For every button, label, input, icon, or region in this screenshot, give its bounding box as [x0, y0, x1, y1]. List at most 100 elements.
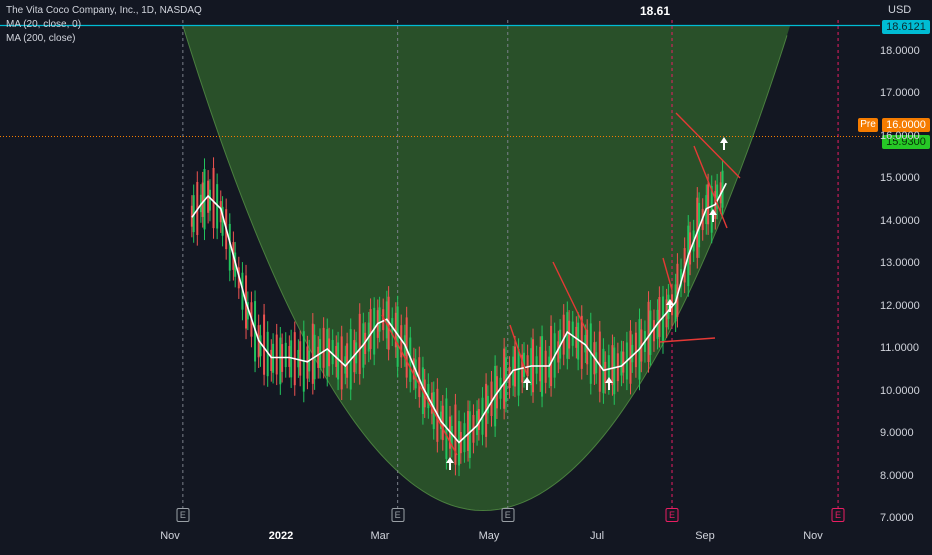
candle-body [486, 395, 489, 414]
candle-body [526, 355, 529, 377]
candle-body [259, 335, 262, 357]
candle-body [652, 320, 655, 342]
candle-body [279, 337, 282, 385]
candle-body [299, 341, 302, 376]
candle-body [208, 189, 211, 211]
ma-20-legend[interactable]: MA (20, close, 0) [6, 19, 82, 30]
up-arrow-head [709, 209, 717, 215]
x-tick-label: May [478, 530, 500, 542]
candle-body [246, 302, 249, 320]
candle-body [317, 346, 320, 368]
candle-body [568, 320, 571, 349]
candle-body [598, 331, 601, 392]
candle-body [490, 381, 493, 417]
x-tick-label: 2022 [268, 530, 294, 542]
trendline [662, 257, 673, 291]
candle-body [328, 338, 331, 367]
candle-body [212, 167, 215, 229]
candle-body [667, 294, 670, 319]
candle-body [201, 182, 204, 217]
candle-body [577, 322, 580, 360]
candle-body [284, 342, 287, 368]
candle-body [707, 184, 710, 225]
arrows-layer [446, 137, 728, 470]
candle-body [311, 323, 314, 384]
x-tick-label: Nov [803, 530, 823, 542]
up-arrow-head [605, 377, 613, 383]
y-tick-label: 14.0000 [880, 214, 920, 227]
candle-body [683, 248, 686, 283]
candle-body [476, 410, 479, 436]
candle-body [382, 309, 385, 331]
up-arrow-head [666, 299, 674, 305]
candle-body [275, 334, 278, 375]
candle-body [346, 343, 349, 378]
candle-body [412, 358, 415, 380]
y-tick-label: 16.0000 [880, 129, 920, 142]
trendline [675, 112, 741, 179]
candle-body [680, 269, 683, 287]
candle-body [459, 432, 462, 454]
candle-body [409, 337, 412, 382]
candle-body [297, 349, 300, 368]
candle-body [548, 356, 551, 378]
hline-price-tag: 18.6121 [882, 20, 930, 34]
y-tick-label: 11.0000 [880, 342, 919, 354]
up-arrow-head [720, 137, 728, 143]
earnings-marker-icon[interactable]: E [501, 508, 515, 522]
candle-body [508, 366, 511, 389]
candle-body [647, 301, 650, 363]
candle-body [270, 349, 273, 372]
earnings-marker-icon[interactable]: E [176, 508, 190, 522]
candle-body [450, 425, 453, 447]
trendline [509, 324, 528, 376]
candle-body [710, 186, 713, 233]
cup-outline [182, 25, 788, 512]
y-tick-label: 9.0000 [880, 427, 914, 439]
candle-body [467, 411, 470, 451]
y-tick-label: 8.0000 [880, 469, 914, 482]
chart-legend: The Vita Coco Company, Inc., 1D, NASDAQ … [6, 4, 202, 46]
candle-body [622, 351, 625, 373]
candle-body [620, 351, 623, 376]
candle-body [216, 184, 219, 229]
up-arrow-head [446, 457, 454, 463]
y-tick-label: 10.0000 [880, 384, 920, 397]
candle-body [477, 409, 480, 430]
cup-pattern-layer [182, 25, 790, 512]
candle-body [228, 223, 231, 271]
y-tick-label: 15.0000 [880, 172, 920, 184]
earnings-marker-icon[interactable]: E [831, 508, 845, 522]
candle-body [634, 332, 637, 368]
candle-body [550, 325, 553, 387]
candle-body [378, 307, 381, 332]
candle-body [689, 232, 692, 265]
header-price-value: 18.61 [640, 4, 671, 18]
horizontal-lines-layer [0, 24, 880, 137]
y-tick-label: 18.0000 [880, 44, 920, 57]
candle-body [288, 346, 291, 367]
y-tick-label: 17.0000 [880, 87, 920, 99]
earnings-marker-icon[interactable]: E [391, 508, 405, 522]
candle-body [539, 346, 542, 382]
candle-body [414, 359, 417, 389]
candle-body [604, 361, 607, 384]
candle-body [219, 201, 222, 223]
candle-body [584, 335, 587, 353]
earnings-marker-icon[interactable]: E [665, 508, 679, 522]
candle-body [562, 314, 565, 355]
candle-body [468, 411, 471, 458]
pre-market-price-tag: 16.0000 [882, 118, 930, 132]
up-arrow-head [523, 377, 531, 383]
candle-body [517, 348, 520, 396]
ma-200-legend[interactable]: MA (200, close) [6, 33, 76, 44]
candle-body [557, 341, 560, 363]
symbol-title[interactable]: The Vita Coco Company, Inc., 1D, NASDAQ [6, 5, 202, 16]
candle-body [263, 314, 266, 375]
candle-body [503, 348, 506, 409]
candle-body [658, 297, 661, 337]
candle-body [337, 342, 340, 380]
candle-body [326, 329, 329, 376]
